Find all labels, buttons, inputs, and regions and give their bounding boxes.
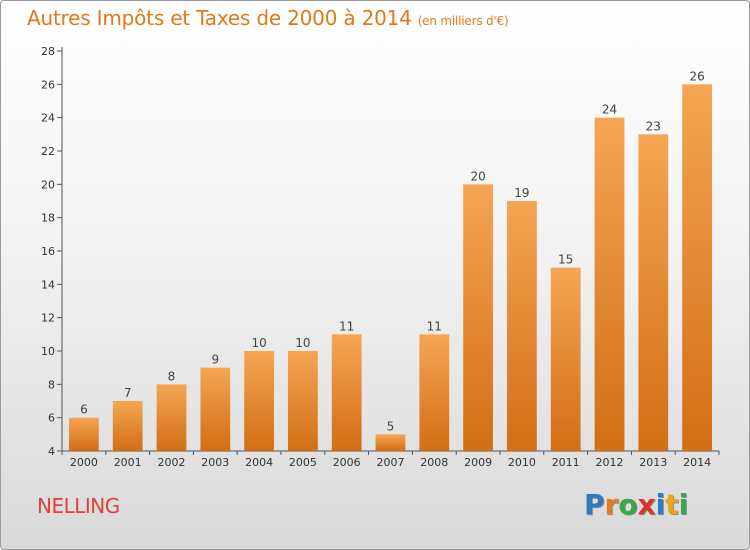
- bar: [288, 351, 318, 451]
- y-tick-label: 24: [41, 112, 55, 125]
- logo-letter: r: [604, 488, 619, 521]
- y-tick-label: 12: [41, 312, 55, 325]
- bar: [244, 351, 274, 451]
- y-tick-label: 14: [41, 278, 55, 291]
- bar: [69, 417, 99, 451]
- bar: [550, 267, 581, 451]
- bar: [156, 384, 187, 451]
- x-tick-label: 2003: [201, 456, 229, 469]
- logo-letter: t: [665, 488, 679, 521]
- x-tick-label: 2001: [114, 456, 142, 469]
- logo-letter: x: [637, 488, 656, 521]
- data-label: 23: [646, 119, 661, 133]
- bar: [375, 434, 406, 451]
- x-tick-label: 2007: [377, 456, 405, 469]
- data-label: 10: [251, 336, 266, 350]
- bar: [419, 334, 450, 451]
- y-tick-label: 26: [41, 78, 55, 91]
- chart-title-text: Autres Impôts et Taxes de 2000 à 2014: [27, 6, 412, 30]
- data-label: 8: [168, 369, 176, 383]
- bar: [463, 184, 493, 452]
- y-tick-label: 8: [48, 378, 55, 391]
- x-tick-label: 2006: [333, 456, 361, 469]
- y-tick-label: 6: [48, 412, 55, 425]
- y-tick-label: 28: [41, 45, 55, 58]
- chart-subtitle: (en milliers d'€): [417, 14, 509, 28]
- y-tick-label: 22: [41, 145, 55, 158]
- bar: [112, 401, 143, 451]
- logo-letter: o: [618, 488, 638, 521]
- data-label: 5: [387, 419, 395, 433]
- logo-letter: P: [584, 488, 605, 521]
- data-label: 19: [514, 186, 529, 200]
- data-label: 11: [339, 319, 354, 333]
- x-tick-label: 2009: [464, 456, 492, 469]
- data-label: 6: [80, 403, 88, 417]
- x-tick-label: 2010: [508, 456, 536, 469]
- x-tick-label: 2008: [420, 456, 448, 469]
- commune-name: NELLING: [37, 494, 120, 518]
- y-tick-label: 10: [41, 345, 55, 358]
- bars: [69, 84, 712, 452]
- x-tick-label: 2013: [639, 456, 667, 469]
- y-tick-label: 4: [48, 445, 55, 458]
- x-tick-label: 2014: [683, 456, 711, 469]
- x-tick-label: 2011: [552, 456, 580, 469]
- y-tick-label: 20: [41, 178, 55, 191]
- data-label: 9: [211, 353, 219, 367]
- data-label: 11: [427, 319, 442, 333]
- x-tick-label: 2000: [70, 456, 98, 469]
- data-label: 7: [124, 386, 132, 400]
- x-tick-label: 2002: [158, 456, 186, 469]
- x-tick-label: 2012: [596, 456, 624, 469]
- y-tick-label: 16: [41, 245, 55, 258]
- data-label: 26: [689, 69, 704, 83]
- axes: 4 6 8 10 12 14 16 18 20 22 24 26 28 2000 2001 2002 2003 2…: [41, 45, 720, 469]
- chart-title: Autres Impôts et Taxes de 2000 à 2014 (en…: [27, 6, 509, 30]
- x-tick-label: 2004: [245, 456, 273, 469]
- data-label: 24: [602, 103, 617, 117]
- bar: [331, 334, 362, 451]
- logo-letter: i: [655, 488, 666, 521]
- bar: [594, 117, 625, 452]
- proxiti-logo[interactable]: Proxiti: [584, 488, 688, 521]
- logo-letter: i: [678, 488, 689, 521]
- data-label: 20: [470, 169, 485, 183]
- y-tick-label: 18: [41, 212, 55, 225]
- data-labels: 6 7 8 9 10 10 11 5 11 20 19 15 24 23 26: [80, 69, 705, 433]
- bar: [682, 84, 712, 451]
- bar: [638, 134, 669, 452]
- data-label: 15: [558, 253, 573, 267]
- data-label: 10: [295, 336, 310, 350]
- bar: [507, 201, 537, 451]
- x-tick-label: 2005: [289, 456, 317, 469]
- bar: [200, 367, 231, 451]
